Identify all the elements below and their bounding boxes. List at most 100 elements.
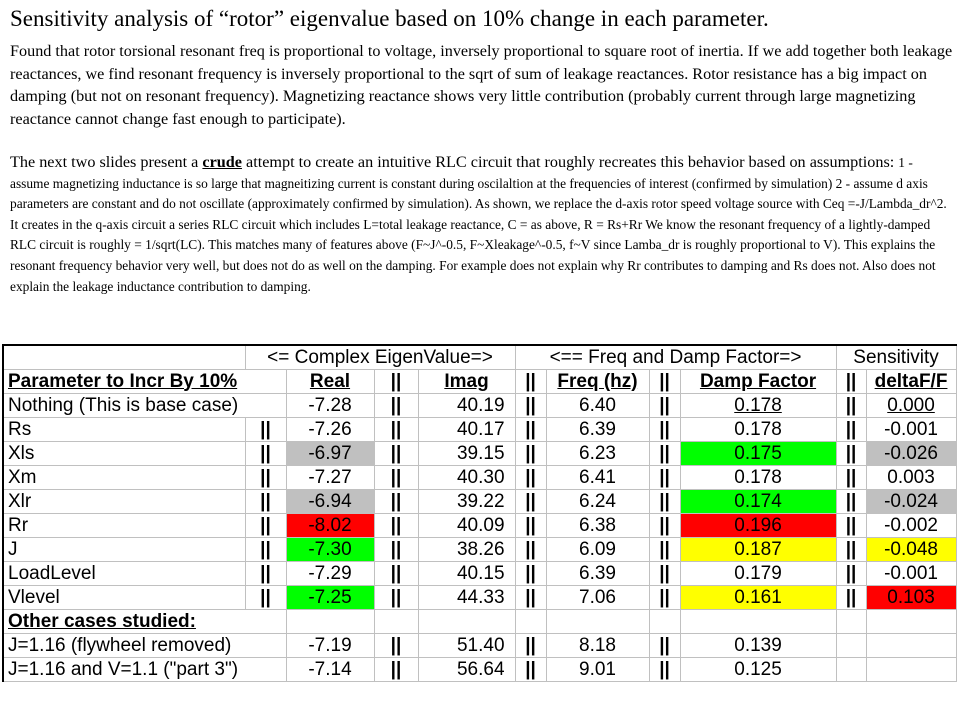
explanation-lead: The next two slides present a bbox=[10, 153, 203, 171]
column-separator: || bbox=[835, 417, 867, 442]
delta-cell: 0.000 bbox=[865, 393, 957, 418]
column-separator: || bbox=[648, 369, 681, 394]
column-separator: || bbox=[373, 513, 419, 538]
real-cell: -6.97 bbox=[285, 441, 375, 466]
real-cell: -7.30 bbox=[285, 537, 375, 562]
param-cell: Rs bbox=[2, 417, 246, 442]
imag-cell: 44.33 bbox=[417, 585, 516, 610]
column-separator: || bbox=[244, 561, 287, 586]
column-separator: || bbox=[373, 417, 419, 442]
column-separator: || bbox=[835, 585, 867, 610]
table-row: Xls || -6.97 || 39.15 || 6.23 || 0.175 |… bbox=[2, 441, 957, 466]
real-cell: -7.28 bbox=[285, 393, 375, 418]
damp-cell: 0.161 bbox=[679, 585, 837, 610]
freq-cell: 6.39 bbox=[545, 561, 650, 586]
param-cell: LoadLevel bbox=[2, 561, 246, 586]
sensitivity-header: Sensitivity bbox=[835, 344, 957, 370]
column-separator: || bbox=[648, 657, 681, 682]
rlc-explanation-paragraph: The next two slides present a crude atte… bbox=[10, 152, 955, 297]
column-separator: || bbox=[514, 489, 547, 514]
damp-cell: 0.187 bbox=[679, 537, 837, 562]
real-cell: -6.94 bbox=[285, 489, 375, 514]
column-separator: || bbox=[835, 489, 867, 514]
delta-cell: -0.002 bbox=[865, 513, 957, 538]
other-cases-header: Other cases studied: bbox=[2, 609, 287, 634]
slide-title: Sensitivity analysis of “rotor” eigenval… bbox=[10, 6, 769, 31]
freq-damp-header: <== Freq and Damp Factor=> bbox=[514, 344, 837, 370]
column-separator: || bbox=[373, 633, 419, 658]
table-row: J || -7.30 || 38.26 || 6.09 || 0.187 || … bbox=[2, 537, 957, 562]
column-separator: || bbox=[514, 585, 547, 610]
column-separator: || bbox=[514, 537, 547, 562]
freq-cell: 8.18 bbox=[545, 633, 650, 658]
table-row: LoadLevel || -7.29 || 40.15 || 6.39 || 0… bbox=[2, 561, 957, 586]
real-cell: -7.26 bbox=[285, 417, 375, 442]
damp-cell: 0.175 bbox=[679, 441, 837, 466]
param-cell: J=1.16 and V=1.1 ("part 3") bbox=[2, 657, 287, 682]
column-separator: || bbox=[514, 657, 547, 682]
table-row: Vlevel || -7.25 || 44.33 || 7.06 || 0.16… bbox=[2, 585, 957, 610]
real-cell: -7.29 bbox=[285, 561, 375, 586]
column-separator: || bbox=[373, 657, 419, 682]
column-separator: || bbox=[244, 441, 287, 466]
column-separator: || bbox=[514, 633, 547, 658]
freq-cell: 6.39 bbox=[545, 417, 650, 442]
real-cell: -7.27 bbox=[285, 465, 375, 490]
delta-cell: 0.103 bbox=[865, 585, 957, 610]
column-separator: || bbox=[648, 513, 681, 538]
delta-cell: -0.001 bbox=[865, 561, 957, 586]
other-cases-header-row: Other cases studied: bbox=[2, 609, 957, 634]
column-separator: || bbox=[648, 465, 681, 490]
freq-cell: 6.23 bbox=[545, 441, 650, 466]
freq-cell: 6.40 bbox=[545, 393, 650, 418]
imag-cell: 40.15 bbox=[417, 561, 516, 586]
column-separator: || bbox=[373, 585, 419, 610]
freq-column-header: Freq (hz) bbox=[545, 369, 650, 394]
table-row: Xlr || -6.94 || 39.22 || 6.24 || 0.174 |… bbox=[2, 489, 957, 514]
column-separator: || bbox=[514, 417, 547, 442]
column-separator: || bbox=[835, 393, 867, 418]
damp-cell: 0.178 bbox=[679, 417, 837, 442]
explanation-mid: attempt to create an intuitive RLC circu… bbox=[241, 153, 899, 171]
imag-column-header: Imag bbox=[417, 369, 516, 394]
delta-cell: -0.024 bbox=[865, 489, 957, 514]
column-separator: || bbox=[244, 489, 287, 514]
column-separator: || bbox=[244, 513, 287, 538]
column-separator: || bbox=[514, 393, 547, 418]
column-separator: || bbox=[648, 633, 681, 658]
column-separator: || bbox=[835, 537, 867, 562]
column-separator: || bbox=[373, 489, 419, 514]
table-row: Xm || -7.27 || 40.30 || 6.41 || 0.178 ||… bbox=[2, 465, 957, 490]
column-separator: || bbox=[648, 585, 681, 610]
column-separator: || bbox=[514, 513, 547, 538]
damp-cell: 0.125 bbox=[679, 657, 837, 682]
param-cell: Vlevel bbox=[2, 585, 246, 610]
real-cell: -7.14 bbox=[285, 657, 375, 682]
damp-cell: 0.139 bbox=[679, 633, 837, 658]
damp-cell: 0.179 bbox=[679, 561, 837, 586]
table-row: J=1.16 and V=1.1 ("part 3") -7.14 || 56.… bbox=[2, 657, 957, 682]
imag-cell: 40.19 bbox=[417, 393, 516, 418]
imag-cell: 39.22 bbox=[417, 489, 516, 514]
freq-cell: 6.24 bbox=[545, 489, 650, 514]
table-row: Rs || -7.26 || 40.17 || 6.39 || 0.178 ||… bbox=[2, 417, 957, 442]
imag-cell: 56.64 bbox=[417, 657, 516, 682]
delta-cell: -0.026 bbox=[865, 441, 957, 466]
imag-cell: 40.09 bbox=[417, 513, 516, 538]
damp-cell: 0.196 bbox=[679, 513, 837, 538]
freq-cell: 9.01 bbox=[545, 657, 650, 682]
param-cell: Xlr bbox=[2, 489, 246, 514]
param-cell: Xls bbox=[2, 441, 246, 466]
delta-cell: 0.003 bbox=[865, 465, 957, 490]
imag-cell: 39.15 bbox=[417, 441, 516, 466]
column-separator: || bbox=[373, 393, 419, 418]
freq-cell: 6.09 bbox=[545, 537, 650, 562]
real-cell: -8.02 bbox=[285, 513, 375, 538]
real-cell: -7.19 bbox=[285, 633, 375, 658]
imag-cell: 38.26 bbox=[417, 537, 516, 562]
freq-cell: 6.41 bbox=[545, 465, 650, 490]
column-separator: || bbox=[244, 465, 287, 490]
param-cell: Nothing (This is base case) bbox=[2, 393, 287, 418]
param-column-header: Parameter to Incr By 10% bbox=[2, 369, 287, 394]
empty-cell bbox=[2, 344, 246, 370]
